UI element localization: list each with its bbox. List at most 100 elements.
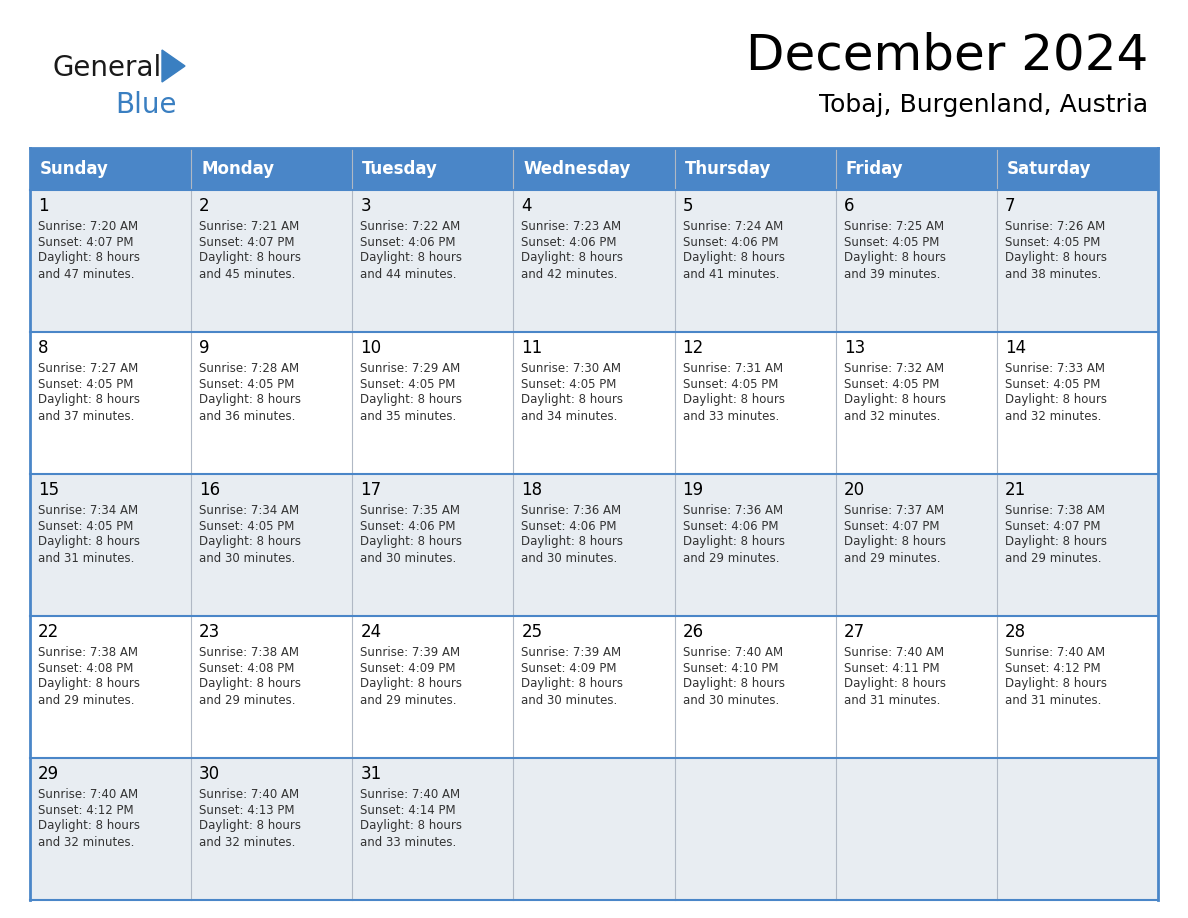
Text: 11: 11 bbox=[522, 339, 543, 357]
Text: Sunset: 4:05 PM: Sunset: 4:05 PM bbox=[360, 377, 456, 390]
Text: and 31 minutes.: and 31 minutes. bbox=[1005, 693, 1101, 707]
Bar bbox=[30, 148, 1158, 190]
Text: General: General bbox=[52, 54, 162, 82]
Text: Sunset: 4:09 PM: Sunset: 4:09 PM bbox=[522, 662, 617, 675]
Text: Sunset: 4:05 PM: Sunset: 4:05 PM bbox=[38, 520, 133, 532]
Text: Daylight: 8 hours: Daylight: 8 hours bbox=[1005, 677, 1107, 690]
Text: Sunrise: 7:40 AM: Sunrise: 7:40 AM bbox=[200, 788, 299, 800]
Text: Daylight: 8 hours: Daylight: 8 hours bbox=[38, 820, 140, 833]
Text: Sunset: 4:08 PM: Sunset: 4:08 PM bbox=[200, 662, 295, 675]
Text: 31: 31 bbox=[360, 765, 381, 783]
Text: 3: 3 bbox=[360, 197, 371, 215]
Text: Sunset: 4:12 PM: Sunset: 4:12 PM bbox=[38, 803, 133, 816]
Text: Sunrise: 7:25 AM: Sunrise: 7:25 AM bbox=[843, 219, 943, 232]
Text: 25: 25 bbox=[522, 623, 543, 641]
Text: Sunset: 4:07 PM: Sunset: 4:07 PM bbox=[200, 236, 295, 249]
Text: Tuesday: Tuesday bbox=[362, 160, 438, 178]
Text: and 29 minutes.: and 29 minutes. bbox=[683, 552, 779, 565]
Text: Daylight: 8 hours: Daylight: 8 hours bbox=[522, 394, 624, 407]
Text: Sunset: 4:14 PM: Sunset: 4:14 PM bbox=[360, 803, 456, 816]
Text: December 2024: December 2024 bbox=[746, 31, 1148, 79]
Bar bbox=[30, 474, 1158, 616]
Text: and 31 minutes.: and 31 minutes. bbox=[38, 552, 134, 565]
Text: Sunset: 4:06 PM: Sunset: 4:06 PM bbox=[522, 236, 617, 249]
Text: Sunrise: 7:26 AM: Sunrise: 7:26 AM bbox=[1005, 219, 1105, 232]
Text: Sunset: 4:10 PM: Sunset: 4:10 PM bbox=[683, 662, 778, 675]
Text: Sunrise: 7:32 AM: Sunrise: 7:32 AM bbox=[843, 362, 943, 375]
Text: and 32 minutes.: and 32 minutes. bbox=[38, 835, 134, 848]
Text: Sunrise: 7:34 AM: Sunrise: 7:34 AM bbox=[200, 503, 299, 517]
Text: Sunset: 4:07 PM: Sunset: 4:07 PM bbox=[1005, 520, 1100, 532]
Text: and 34 minutes.: and 34 minutes. bbox=[522, 409, 618, 422]
Text: and 30 minutes.: and 30 minutes. bbox=[522, 552, 618, 565]
Text: Daylight: 8 hours: Daylight: 8 hours bbox=[522, 252, 624, 264]
Text: and 45 minutes.: and 45 minutes. bbox=[200, 267, 296, 281]
Bar bbox=[30, 332, 1158, 474]
Text: and 41 minutes.: and 41 minutes. bbox=[683, 267, 779, 281]
Text: Monday: Monday bbox=[201, 160, 274, 178]
Text: Sunset: 4:05 PM: Sunset: 4:05 PM bbox=[683, 377, 778, 390]
Text: Sunrise: 7:30 AM: Sunrise: 7:30 AM bbox=[522, 362, 621, 375]
Text: 20: 20 bbox=[843, 481, 865, 499]
Polygon shape bbox=[162, 50, 185, 82]
Text: Daylight: 8 hours: Daylight: 8 hours bbox=[38, 252, 140, 264]
Text: 8: 8 bbox=[38, 339, 49, 357]
Text: Sunrise: 7:40 AM: Sunrise: 7:40 AM bbox=[683, 645, 783, 658]
Text: 29: 29 bbox=[38, 765, 59, 783]
Text: Sunset: 4:05 PM: Sunset: 4:05 PM bbox=[1005, 236, 1100, 249]
Text: Sunset: 4:05 PM: Sunset: 4:05 PM bbox=[200, 520, 295, 532]
Text: Daylight: 8 hours: Daylight: 8 hours bbox=[683, 252, 784, 264]
Text: Sunrise: 7:33 AM: Sunrise: 7:33 AM bbox=[1005, 362, 1105, 375]
Text: Sunrise: 7:38 AM: Sunrise: 7:38 AM bbox=[38, 645, 138, 658]
Text: Sunrise: 7:40 AM: Sunrise: 7:40 AM bbox=[360, 788, 461, 800]
Text: 10: 10 bbox=[360, 339, 381, 357]
Text: and 38 minutes.: and 38 minutes. bbox=[1005, 267, 1101, 281]
Text: and 32 minutes.: and 32 minutes. bbox=[200, 835, 296, 848]
Text: Sunset: 4:06 PM: Sunset: 4:06 PM bbox=[522, 520, 617, 532]
Text: Sunrise: 7:39 AM: Sunrise: 7:39 AM bbox=[360, 645, 461, 658]
Text: 9: 9 bbox=[200, 339, 209, 357]
Text: and 29 minutes.: and 29 minutes. bbox=[38, 693, 134, 707]
Text: Sunrise: 7:31 AM: Sunrise: 7:31 AM bbox=[683, 362, 783, 375]
Text: and 47 minutes.: and 47 minutes. bbox=[38, 267, 134, 281]
Text: 19: 19 bbox=[683, 481, 703, 499]
Text: Sunday: Sunday bbox=[40, 160, 109, 178]
Text: 16: 16 bbox=[200, 481, 220, 499]
Text: Sunset: 4:13 PM: Sunset: 4:13 PM bbox=[200, 803, 295, 816]
Text: 21: 21 bbox=[1005, 481, 1026, 499]
Text: Friday: Friday bbox=[846, 160, 903, 178]
Text: and 30 minutes.: and 30 minutes. bbox=[360, 552, 456, 565]
Text: Daylight: 8 hours: Daylight: 8 hours bbox=[843, 677, 946, 690]
Text: Sunrise: 7:40 AM: Sunrise: 7:40 AM bbox=[843, 645, 943, 658]
Text: Sunrise: 7:28 AM: Sunrise: 7:28 AM bbox=[200, 362, 299, 375]
Text: and 36 minutes.: and 36 minutes. bbox=[200, 409, 296, 422]
Text: Sunrise: 7:27 AM: Sunrise: 7:27 AM bbox=[38, 362, 138, 375]
Text: Sunset: 4:06 PM: Sunset: 4:06 PM bbox=[683, 520, 778, 532]
Text: 27: 27 bbox=[843, 623, 865, 641]
Text: Sunset: 4:05 PM: Sunset: 4:05 PM bbox=[200, 377, 295, 390]
Text: and 42 minutes.: and 42 minutes. bbox=[522, 267, 618, 281]
Text: Daylight: 8 hours: Daylight: 8 hours bbox=[1005, 252, 1107, 264]
Text: 14: 14 bbox=[1005, 339, 1026, 357]
Text: Sunrise: 7:24 AM: Sunrise: 7:24 AM bbox=[683, 219, 783, 232]
Text: Daylight: 8 hours: Daylight: 8 hours bbox=[38, 394, 140, 407]
Text: and 30 minutes.: and 30 minutes. bbox=[200, 552, 296, 565]
Text: Daylight: 8 hours: Daylight: 8 hours bbox=[200, 820, 301, 833]
Text: 7: 7 bbox=[1005, 197, 1016, 215]
Text: Sunrise: 7:20 AM: Sunrise: 7:20 AM bbox=[38, 219, 138, 232]
Text: Sunset: 4:09 PM: Sunset: 4:09 PM bbox=[360, 662, 456, 675]
Text: Daylight: 8 hours: Daylight: 8 hours bbox=[360, 394, 462, 407]
Text: and 31 minutes.: and 31 minutes. bbox=[843, 693, 940, 707]
Text: 26: 26 bbox=[683, 623, 703, 641]
Text: Daylight: 8 hours: Daylight: 8 hours bbox=[360, 252, 462, 264]
Text: 4: 4 bbox=[522, 197, 532, 215]
Text: Daylight: 8 hours: Daylight: 8 hours bbox=[843, 252, 946, 264]
Text: Daylight: 8 hours: Daylight: 8 hours bbox=[38, 677, 140, 690]
Text: Daylight: 8 hours: Daylight: 8 hours bbox=[200, 394, 301, 407]
Text: Daylight: 8 hours: Daylight: 8 hours bbox=[200, 252, 301, 264]
Text: Daylight: 8 hours: Daylight: 8 hours bbox=[200, 677, 301, 690]
Text: Wednesday: Wednesday bbox=[524, 160, 631, 178]
Text: and 33 minutes.: and 33 minutes. bbox=[683, 409, 779, 422]
Text: Sunrise: 7:38 AM: Sunrise: 7:38 AM bbox=[200, 645, 299, 658]
Text: and 44 minutes.: and 44 minutes. bbox=[360, 267, 456, 281]
